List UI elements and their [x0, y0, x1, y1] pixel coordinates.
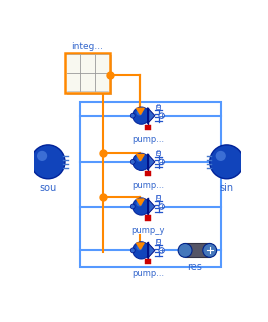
Polygon shape: [147, 154, 155, 170]
Text: pump...: pump...: [132, 135, 164, 144]
Circle shape: [136, 244, 143, 251]
Bar: [155, 151, 161, 155]
Circle shape: [136, 156, 143, 162]
Text: integ...: integ...: [71, 42, 103, 51]
Bar: [155, 195, 161, 200]
Bar: [145, 215, 151, 221]
Bar: [80, 102, 221, 267]
Bar: [65, 52, 110, 92]
Circle shape: [203, 243, 217, 257]
Circle shape: [210, 145, 244, 179]
Bar: [155, 105, 161, 109]
Polygon shape: [147, 108, 155, 124]
Circle shape: [133, 198, 150, 215]
Text: D: D: [156, 195, 160, 200]
Circle shape: [159, 204, 164, 209]
Circle shape: [130, 113, 135, 118]
Circle shape: [159, 113, 164, 118]
Text: sou: sou: [39, 183, 57, 193]
Circle shape: [159, 159, 164, 165]
Text: sin: sin: [219, 183, 234, 193]
Text: pump_y: pump_y: [131, 226, 165, 235]
Text: D: D: [156, 150, 160, 156]
Circle shape: [133, 107, 150, 124]
Polygon shape: [147, 198, 155, 214]
Circle shape: [31, 145, 65, 179]
Circle shape: [159, 248, 164, 253]
Polygon shape: [137, 243, 144, 249]
Bar: [67, 55, 112, 95]
Polygon shape: [137, 108, 144, 114]
Circle shape: [133, 242, 150, 259]
Circle shape: [136, 109, 143, 116]
Bar: [155, 239, 161, 244]
Circle shape: [37, 151, 47, 161]
Text: pump...: pump...: [132, 270, 164, 279]
Circle shape: [178, 243, 192, 257]
Bar: [185, 243, 210, 257]
Circle shape: [130, 159, 135, 164]
Circle shape: [133, 153, 150, 170]
Polygon shape: [137, 155, 144, 161]
Text: D: D: [156, 239, 160, 244]
Text: res: res: [187, 262, 202, 272]
Circle shape: [130, 248, 135, 253]
Circle shape: [216, 151, 226, 161]
Bar: [145, 259, 151, 264]
Circle shape: [136, 200, 143, 206]
Text: pump...: pump...: [132, 181, 164, 190]
Polygon shape: [147, 242, 155, 258]
Circle shape: [130, 204, 135, 209]
Text: D: D: [156, 104, 160, 109]
Bar: [145, 125, 151, 130]
Polygon shape: [137, 199, 144, 205]
Bar: [145, 171, 151, 176]
